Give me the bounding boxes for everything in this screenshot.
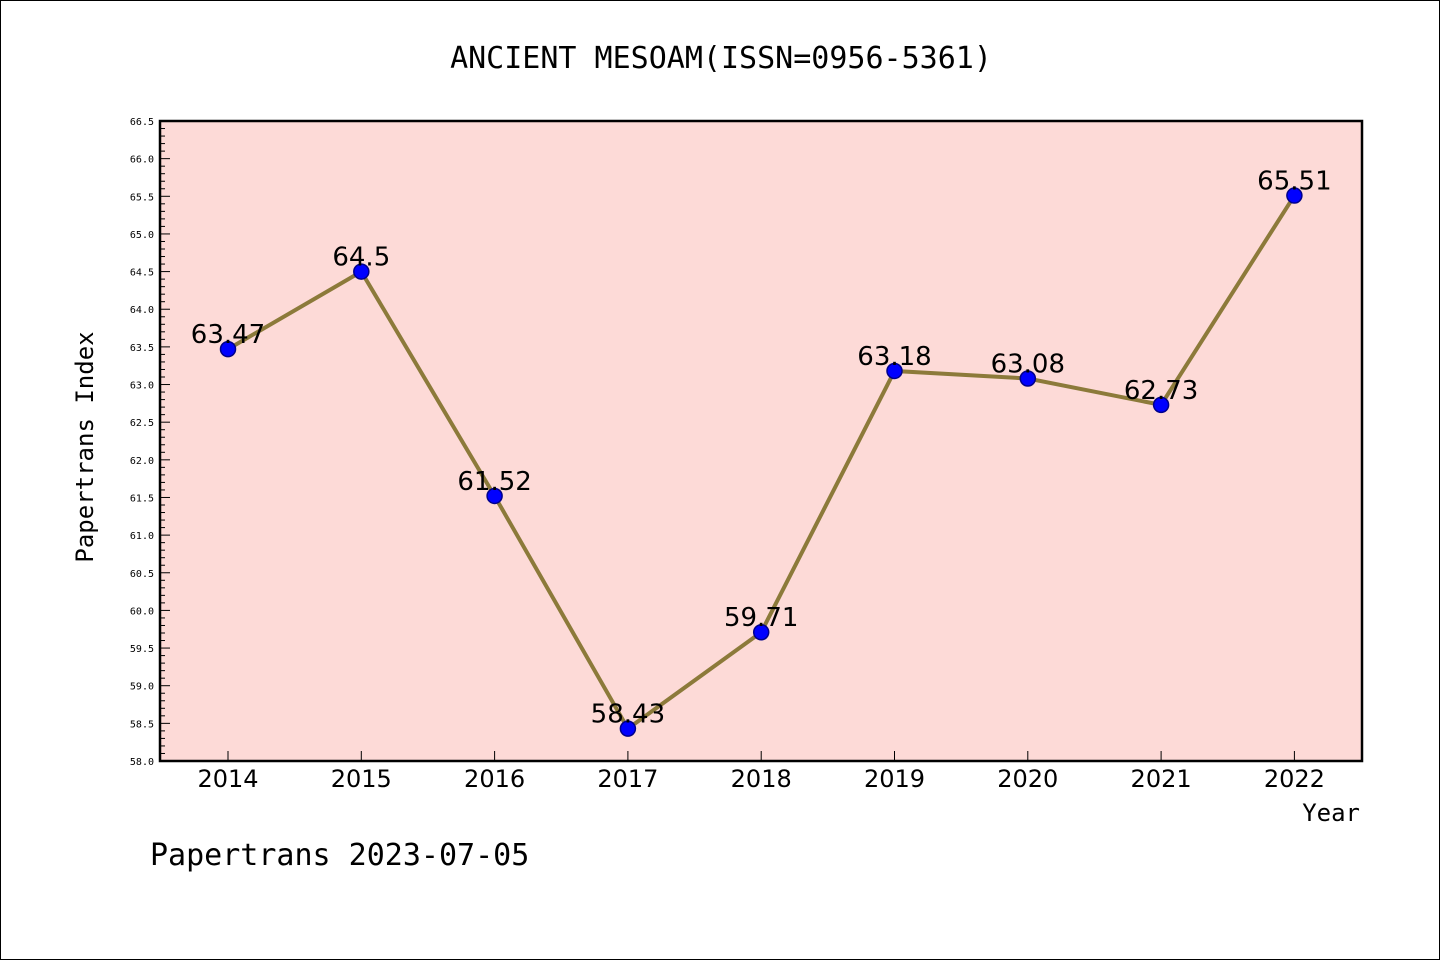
plot-area	[160, 121, 1362, 761]
data-point	[752, 623, 770, 641]
data-label: 64.5	[332, 243, 390, 273]
footer-text: Papertrans 2023-07-05	[150, 838, 529, 873]
y-tick-label: 64.5	[130, 268, 154, 279]
x-axis: 2014 2015 2016 2017 2018 2019 2020 2021 2022	[197, 751, 1325, 793]
data-point	[619, 720, 637, 737]
data-label: 58.43	[591, 700, 665, 730]
data-label: 61.52	[457, 467, 531, 497]
y-tick-label: 62.5	[130, 418, 154, 429]
plot-border	[158, 119, 1364, 763]
x-tick-label: 2022	[1264, 765, 1325, 793]
data-point	[886, 362, 903, 380]
y-tick-label: 65.5	[130, 192, 154, 203]
chart-title: ANCIENT MESOAM(ISSN=0956-5361)	[450, 41, 992, 76]
x-tick-label: 2016	[464, 765, 525, 793]
y-tick-label: 60.0	[130, 606, 154, 617]
y-tick-label: 59.0	[130, 682, 154, 693]
y-tick-label: 61.0	[130, 531, 154, 542]
x-tick-label: 2017	[597, 765, 658, 793]
x-tick-label: 2014	[197, 765, 258, 793]
y-tick-label: 59.5	[130, 644, 154, 655]
x-tick-label: 2015	[331, 765, 392, 793]
x-tick-label: 2020	[997, 765, 1058, 793]
data-labels: 63.47 64.5 61.52 58.43 59.71 63.18 63.08 62.73 6…	[191, 167, 1332, 730]
x-tick-label: 2019	[864, 765, 925, 793]
data-point	[486, 487, 503, 505]
y-tick-label: 61.5	[130, 493, 154, 504]
data-point	[1286, 187, 1303, 204]
y-tick-label: 60.5	[130, 569, 154, 580]
data-label: 63.18	[857, 342, 931, 372]
y-tick-label: 63.5	[130, 343, 154, 354]
x-axis-label: Year	[1302, 799, 1360, 827]
y-tick-label: 62.0	[130, 456, 154, 467]
x-tick-label: 2018	[731, 765, 792, 793]
data-label: 59.71	[724, 603, 798, 633]
data-label: 62.73	[1124, 376, 1198, 406]
y-axis-label: Papertrans Index	[71, 331, 99, 562]
y-tick-label: 66.0	[130, 155, 154, 166]
y-tick-label: 58.5	[130, 719, 154, 730]
data-point	[1019, 370, 1037, 387]
data-label: 63.47	[191, 320, 265, 350]
y-tick-label: 64.0	[130, 305, 154, 316]
x-tick-label: 2021	[1131, 765, 1192, 793]
data-point	[1152, 396, 1170, 414]
y-tick-label: 66.5	[130, 117, 154, 128]
data-label: 65.51	[1257, 167, 1331, 197]
data-label: 63.08	[991, 350, 1065, 380]
data-point	[219, 340, 237, 358]
y-tick-label: 65.0	[130, 230, 154, 241]
y-tick-label: 58.0	[130, 757, 154, 768]
y-tick-label: 63.0	[130, 381, 154, 392]
data-point	[353, 263, 370, 280]
data-markers	[219, 187, 1303, 737]
